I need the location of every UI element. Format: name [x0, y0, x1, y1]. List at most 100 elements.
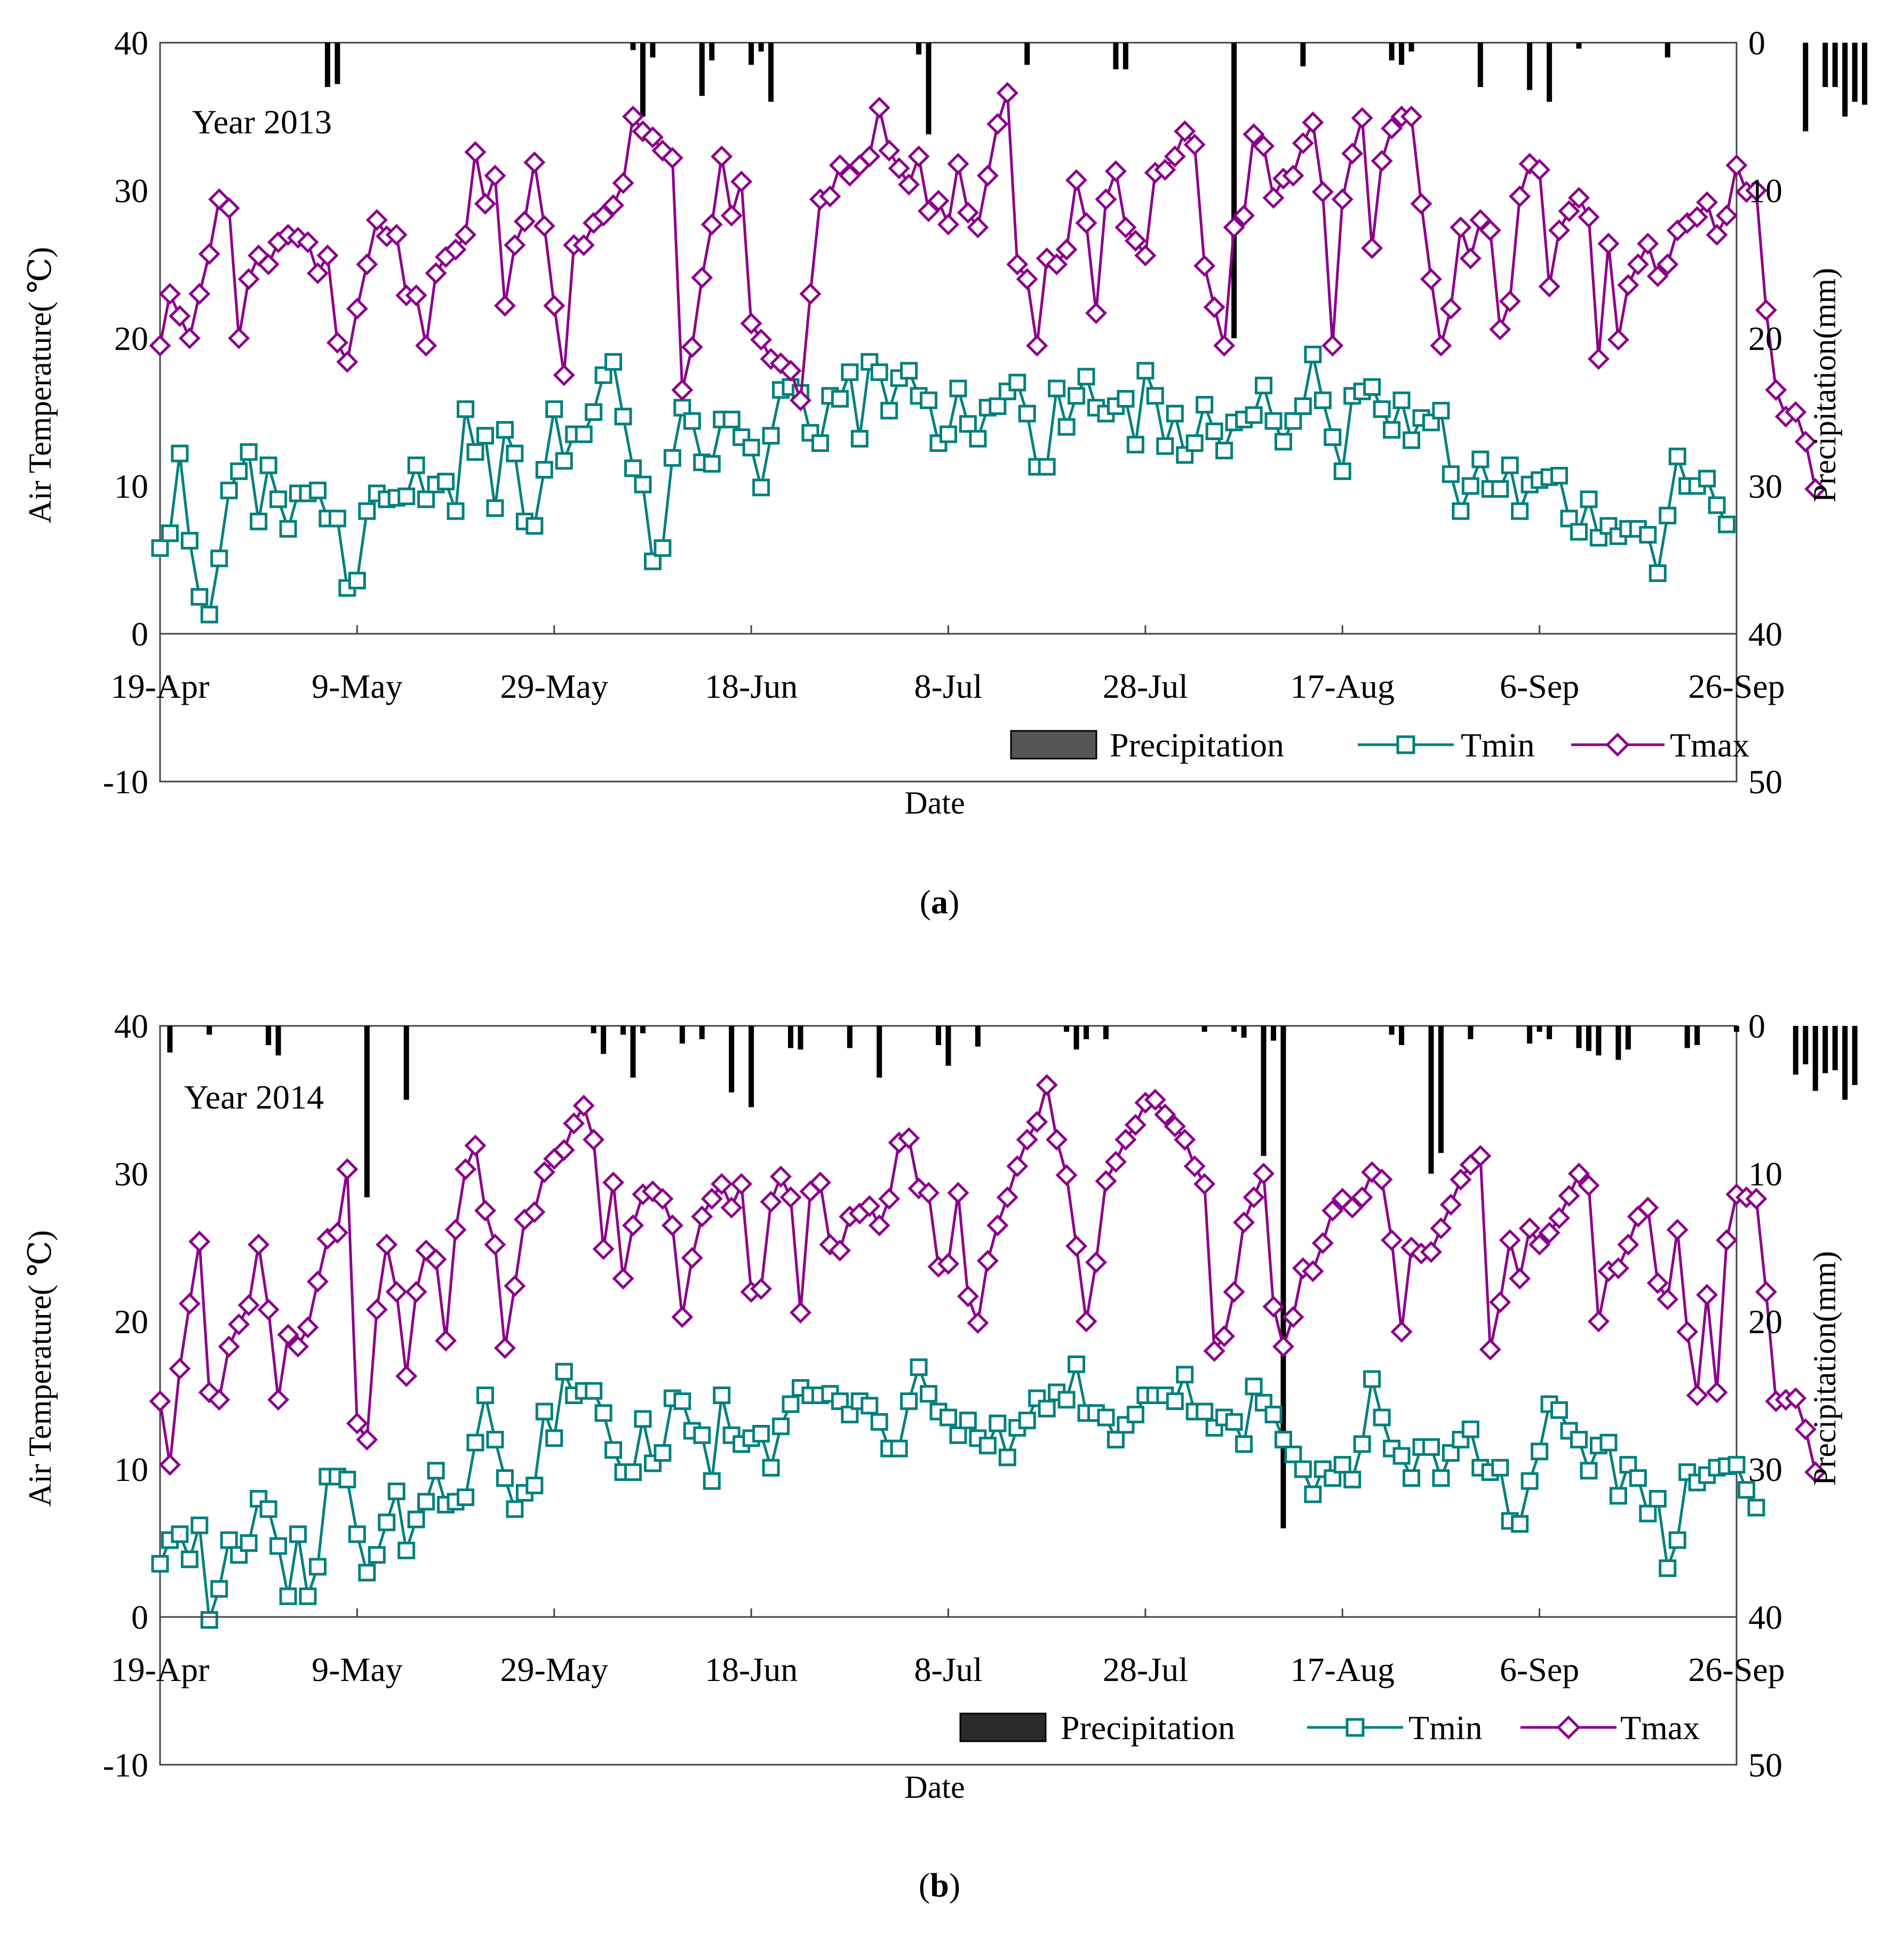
tmax-point	[592, 1238, 615, 1260]
precip-bar	[591, 1026, 596, 1033]
x-axis-label-a: Date	[904, 785, 965, 820]
tmax-point	[720, 204, 743, 227]
tmin-point	[604, 353, 623, 371]
tmax-point	[1745, 1188, 1767, 1210]
tmax-point	[907, 145, 930, 168]
tmax-point	[1154, 158, 1176, 181]
legend-tmax-label-a: Tmax	[1670, 726, 1749, 764]
x-tick-label: 8-Jul	[914, 667, 983, 705]
left-tick-label: 10	[114, 467, 148, 505]
tmin-point	[417, 490, 435, 508]
tmin-point	[1363, 378, 1381, 396]
tmax-point	[1578, 1174, 1600, 1197]
tmax-point	[493, 294, 516, 317]
tmax-point	[208, 1389, 230, 1411]
tmax-point	[1785, 1387, 1807, 1409]
precip-bar	[709, 43, 715, 61]
tmax-point	[1262, 187, 1285, 209]
tmin-point	[1166, 404, 1184, 423]
tmax-point	[376, 1233, 398, 1256]
tmin-point	[486, 499, 504, 517]
tmin-point	[634, 475, 652, 493]
precip-bar	[1477, 43, 1483, 87]
tmin-point	[417, 1493, 435, 1511]
tmin-point	[1274, 433, 1292, 451]
tmax-point	[730, 170, 753, 193]
tmax-point	[1381, 1229, 1403, 1252]
x-axis-label-b: Date	[904, 1770, 965, 1805]
tmax-point	[1311, 1232, 1334, 1254]
tmin-point	[279, 1587, 297, 1605]
x-tick-label: 8-Jul	[914, 1651, 983, 1688]
tmax-point	[1715, 1229, 1738, 1252]
tmax-point	[158, 283, 181, 305]
tmax-point	[1233, 204, 1255, 227]
tmax-point	[700, 213, 723, 236]
tmin-point	[1580, 490, 1598, 508]
tmin-point	[949, 1426, 967, 1444]
precip-bar	[630, 43, 636, 50]
tmax-point	[1410, 193, 1432, 215]
tmax-point	[1706, 1381, 1728, 1404]
tmax-point	[1114, 1128, 1137, 1151]
precipitation-bars-a	[324, 43, 1868, 338]
tmin-point	[673, 1392, 691, 1411]
tmin-point	[1057, 1391, 1076, 1409]
tmin-point	[959, 415, 977, 433]
tmax-point	[711, 145, 733, 168]
tmax-point	[1400, 105, 1423, 128]
tmax-point	[898, 1127, 920, 1150]
tmax-point	[1420, 1241, 1443, 1263]
tmin-point	[387, 1483, 405, 1501]
tmax-point	[563, 1112, 585, 1135]
tmin-point	[348, 1525, 366, 1543]
tmax-point	[1479, 219, 1501, 242]
tmax-point	[1627, 253, 1649, 276]
tmax-point	[444, 238, 467, 261]
tmin-point	[1659, 506, 1677, 524]
precip-bar	[1625, 1026, 1631, 1050]
x-tick-label: 26-Sep	[1688, 1651, 1785, 1688]
tmin-point	[240, 443, 258, 461]
left-tick-label: -10	[103, 763, 148, 801]
tmax-point	[237, 268, 260, 290]
precip-bar	[1547, 1026, 1552, 1039]
tmin-point	[1422, 1438, 1440, 1456]
tmax-point	[829, 1239, 851, 1262]
tmax-point	[257, 253, 280, 276]
panel-caption-letter-b: b	[930, 1866, 949, 1904]
tmax-point	[720, 1197, 743, 1219]
tmin-point	[1048, 379, 1066, 397]
tmax-point	[622, 105, 644, 128]
tmax-point	[484, 164, 506, 187]
precip-bar	[1852, 1026, 1858, 1085]
tmax-point	[1351, 107, 1373, 129]
tmax-point	[316, 244, 339, 267]
tmax-point	[740, 312, 762, 334]
tmin-point	[1570, 1431, 1588, 1449]
tmin-point	[1580, 1462, 1598, 1480]
left-tick-label: 30	[114, 172, 148, 210]
tmax-point	[188, 283, 211, 305]
tmax-point	[819, 185, 841, 208]
left-axis-ticks-b: 40 30 20 10 0 -10	[103, 1007, 148, 1784]
tmax-point	[1055, 238, 1078, 261]
tmin-point	[476, 427, 494, 445]
tmax-point	[1657, 1288, 1679, 1310]
precip-bar	[975, 1026, 981, 1047]
tmax-point	[839, 164, 861, 187]
tmin-point	[476, 1387, 494, 1404]
tmax-point	[986, 1214, 1009, 1237]
tmax-point	[1075, 1310, 1097, 1333]
legend-precip-label-a: Precipitation	[1110, 726, 1284, 764]
precip-bar	[620, 1026, 626, 1035]
tmin-point	[240, 1534, 258, 1552]
tmin-point	[870, 1413, 888, 1431]
tmax-point	[1696, 1284, 1718, 1306]
precip-bar	[1389, 43, 1395, 61]
tmax-point	[1203, 296, 1225, 318]
tmin-series-b	[151, 1355, 1765, 1629]
tmax-point	[1558, 1185, 1580, 1207]
tmax-point	[1499, 290, 1521, 313]
tmax-point	[918, 200, 940, 222]
